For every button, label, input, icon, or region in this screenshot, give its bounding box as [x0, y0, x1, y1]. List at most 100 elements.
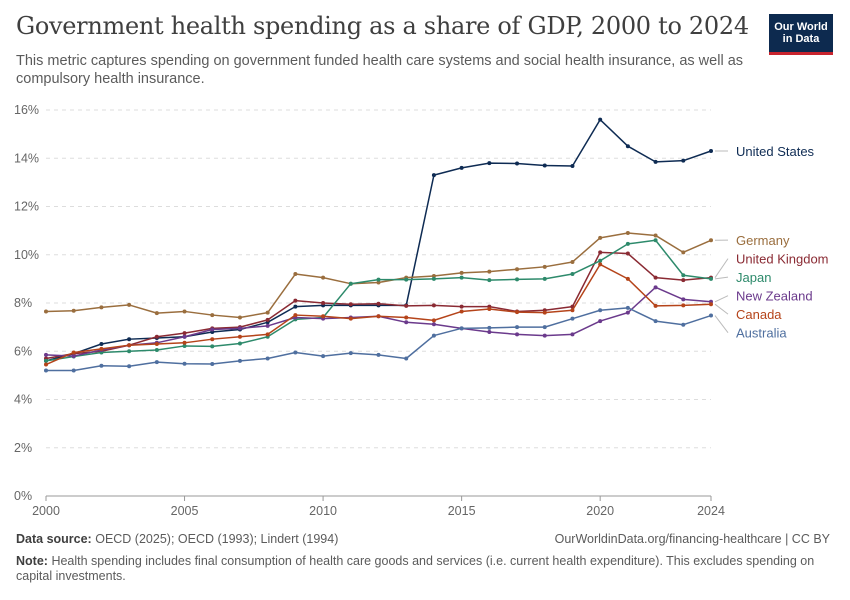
series-label: United States [736, 144, 815, 159]
data-point [709, 276, 713, 281]
data-point [99, 342, 104, 347]
data-point [681, 273, 686, 278]
data-point [404, 315, 409, 320]
data-point [404, 277, 409, 282]
data-point [681, 250, 686, 255]
data-point [348, 281, 353, 286]
data-point [625, 144, 630, 149]
data-point [709, 302, 713, 307]
data-point [653, 303, 658, 308]
data-point [265, 356, 270, 361]
x-tick-label: 2015 [448, 504, 476, 518]
data-point [431, 173, 436, 178]
data-point [598, 319, 603, 324]
data-point [459, 165, 464, 170]
label-connector [714, 303, 729, 315]
logo-line-2: in Data [782, 33, 820, 45]
data-point [71, 308, 76, 313]
note-label: Note: [16, 554, 48, 568]
data-point [431, 273, 436, 278]
data-point [44, 352, 48, 357]
x-tick-label: 2000 [32, 504, 60, 518]
data-point [459, 275, 464, 280]
series-new-zealand [44, 285, 713, 359]
data-point [71, 368, 76, 373]
data-point [709, 238, 713, 243]
data-point [653, 275, 658, 280]
y-tick-label: 2% [14, 441, 32, 455]
data-point [321, 314, 326, 319]
data-point [154, 342, 159, 347]
data-point [293, 304, 298, 309]
data-point [182, 340, 187, 345]
y-tick-label: 12% [14, 200, 39, 214]
data-source: Data source: OECD (2025); OECD (1993); L… [16, 532, 338, 546]
data-point [653, 233, 658, 238]
data-point [210, 313, 215, 318]
data-point [487, 278, 492, 283]
data-point [154, 348, 159, 353]
data-point [376, 280, 381, 285]
source-text: OECD (2025); OECD (1993); Lindert (1994) [95, 532, 339, 546]
data-point [681, 303, 686, 308]
data-point [265, 310, 270, 315]
data-point [570, 272, 575, 277]
data-point [210, 344, 215, 349]
data-point [404, 303, 409, 308]
data-point [570, 259, 575, 264]
data-point [404, 320, 409, 325]
x-tick-label: 2020 [586, 504, 614, 518]
data-point [44, 309, 48, 314]
data-point [709, 149, 713, 154]
data-point [709, 313, 713, 318]
series-label: Japan [736, 270, 771, 285]
y-tick-label: 14% [14, 151, 39, 165]
data-point [127, 337, 132, 342]
source-url[interactable]: OurWorldinData.org/financing-healthcare … [554, 532, 830, 546]
data-point [99, 305, 104, 310]
data-point [237, 358, 242, 363]
data-point [154, 360, 159, 365]
data-point [376, 301, 381, 306]
series-line [45, 286, 712, 357]
data-point [154, 311, 159, 316]
data-point [431, 333, 436, 338]
data-point [293, 272, 298, 277]
data-point [542, 276, 547, 281]
data-point [515, 310, 520, 315]
data-point [321, 301, 326, 305]
x-tick-label: 2010 [309, 504, 337, 518]
data-point [542, 325, 547, 330]
note-text: Health spending includes final consumpti… [16, 554, 815, 583]
data-point [431, 303, 436, 308]
series-united-states [44, 117, 713, 363]
data-point [515, 332, 520, 337]
data-point [487, 161, 492, 166]
data-point [598, 308, 603, 313]
data-point [71, 350, 76, 355]
data-point [154, 334, 159, 339]
data-point [404, 356, 409, 361]
data-point [598, 235, 603, 240]
data-point [542, 163, 547, 168]
y-tick-label: 8% [14, 296, 32, 310]
data-point [376, 314, 381, 319]
data-point [515, 267, 520, 272]
data-point [182, 361, 187, 366]
data-point [625, 305, 630, 310]
data-point [681, 278, 686, 283]
data-point [459, 270, 464, 275]
data-point [293, 313, 298, 318]
data-point [598, 250, 603, 255]
logo-line-1: Our World [774, 21, 828, 33]
data-point [542, 264, 547, 269]
data-point [44, 362, 48, 367]
data-point [99, 346, 104, 351]
owid-logo[interactable]: Our World in Data [769, 14, 833, 55]
data-point [210, 362, 215, 367]
source-label: Data source: [16, 532, 92, 546]
data-point [487, 269, 492, 274]
data-point [182, 334, 187, 339]
data-point [570, 332, 575, 337]
data-point [376, 352, 381, 357]
